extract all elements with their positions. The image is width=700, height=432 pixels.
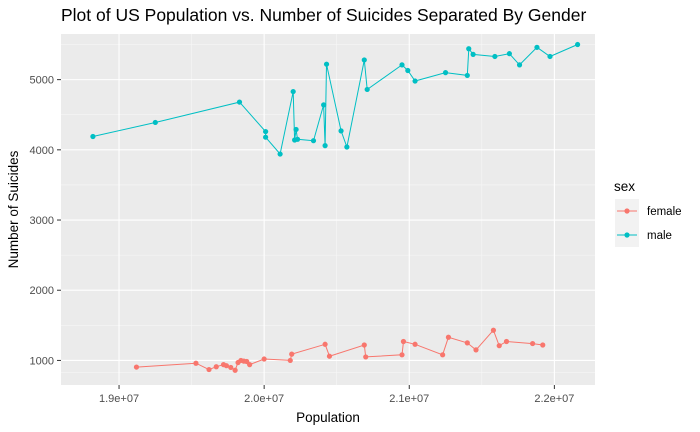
plot-panel bbox=[61, 34, 595, 385]
data-point-female bbox=[400, 338, 407, 345]
y-tick-label: 3000 bbox=[30, 215, 54, 227]
data-point-female bbox=[326, 353, 333, 359]
data-point-male bbox=[277, 151, 283, 157]
x-tick-label: 2.2e+07 bbox=[534, 393, 574, 405]
data-point-female bbox=[440, 352, 446, 358]
data-point-male bbox=[321, 102, 327, 108]
data-point-female bbox=[193, 360, 199, 366]
data-point-male bbox=[344, 144, 350, 150]
plot-axes: 1.9e+07 2.0e+07 2.1e+07 2.2e+07 1000 2000 3000… bbox=[6, 75, 574, 425]
legend-key-point bbox=[624, 208, 630, 214]
data-point-male bbox=[236, 99, 243, 105]
y-tick-label: 2000 bbox=[30, 285, 54, 297]
data-point-female bbox=[540, 342, 546, 348]
data-point-male bbox=[399, 62, 405, 68]
plot-series bbox=[90, 41, 581, 373]
data-point-male bbox=[405, 67, 411, 74]
data-point-male bbox=[290, 88, 296, 95]
legend-label: male bbox=[647, 230, 672, 242]
x-tick-label: 2.0e+07 bbox=[244, 393, 284, 405]
data-point-female bbox=[464, 340, 470, 346]
data-point-female bbox=[445, 334, 452, 340]
data-point-male bbox=[152, 119, 158, 126]
data-point-male bbox=[412, 78, 418, 84]
data-point-male bbox=[547, 53, 553, 60]
data-point-male bbox=[364, 86, 370, 93]
x-tick-label: 1.9e+07 bbox=[99, 393, 139, 405]
data-point-female bbox=[322, 341, 328, 347]
legend-item-female: female bbox=[615, 199, 682, 223]
data-point-female bbox=[363, 354, 369, 360]
data-point-male bbox=[293, 126, 299, 133]
data-point-male bbox=[361, 57, 367, 63]
data-point-female bbox=[530, 340, 536, 347]
y-tick-label: 1000 bbox=[30, 355, 54, 367]
data-point-female bbox=[213, 364, 219, 370]
data-point-male bbox=[323, 61, 330, 67]
data-point-male bbox=[470, 51, 476, 57]
legend-key-point bbox=[624, 232, 630, 238]
y-tick-label: 5000 bbox=[30, 75, 54, 87]
legend-title: sex bbox=[614, 179, 635, 194]
x-tick-label: 2.1e+07 bbox=[389, 393, 429, 405]
data-point-male bbox=[464, 72, 470, 79]
data-point-female bbox=[412, 341, 418, 347]
data-point-female bbox=[247, 362, 253, 368]
data-point-female bbox=[503, 338, 510, 345]
plot-grid bbox=[61, 34, 595, 385]
data-point-male bbox=[294, 136, 301, 142]
legend-label: female bbox=[647, 206, 682, 218]
y-tick-label: 4000 bbox=[30, 145, 54, 157]
data-point-female bbox=[261, 356, 267, 362]
series-male bbox=[90, 41, 581, 157]
chart-title: Plot of US Population vs. Number of Suic… bbox=[61, 5, 587, 25]
data-point-female bbox=[399, 352, 405, 358]
series-female bbox=[133, 327, 546, 373]
data-point-male bbox=[516, 62, 523, 68]
data-point-female bbox=[287, 357, 293, 364]
data-point-male bbox=[466, 46, 472, 52]
data-point-female bbox=[289, 351, 295, 357]
data-point-male bbox=[574, 41, 581, 48]
legend-item-male: male bbox=[615, 223, 672, 247]
data-point-male bbox=[534, 44, 540, 50]
data-point-male bbox=[492, 53, 498, 60]
data-point-male bbox=[263, 134, 269, 140]
data-point-female bbox=[232, 367, 238, 373]
data-point-male bbox=[310, 138, 317, 144]
data-point-female bbox=[133, 364, 140, 370]
legend: sex female male bbox=[614, 179, 682, 247]
data-point-female bbox=[206, 366, 212, 373]
data-point-male bbox=[90, 133, 96, 140]
y-axis-title: Number of Suicides bbox=[6, 150, 21, 268]
data-point-female bbox=[228, 364, 234, 371]
data-point-male bbox=[263, 128, 269, 135]
data-point-male bbox=[338, 128, 344, 134]
x-axis-title: Population bbox=[296, 410, 360, 425]
data-point-female bbox=[496, 343, 502, 349]
data-point-female bbox=[473, 347, 479, 353]
data-point-male bbox=[506, 51, 512, 57]
data-point-female bbox=[490, 327, 497, 333]
data-point-male bbox=[442, 70, 449, 76]
data-point-female bbox=[223, 363, 230, 369]
data-point-male bbox=[322, 143, 328, 149]
data-point-female bbox=[361, 342, 367, 348]
